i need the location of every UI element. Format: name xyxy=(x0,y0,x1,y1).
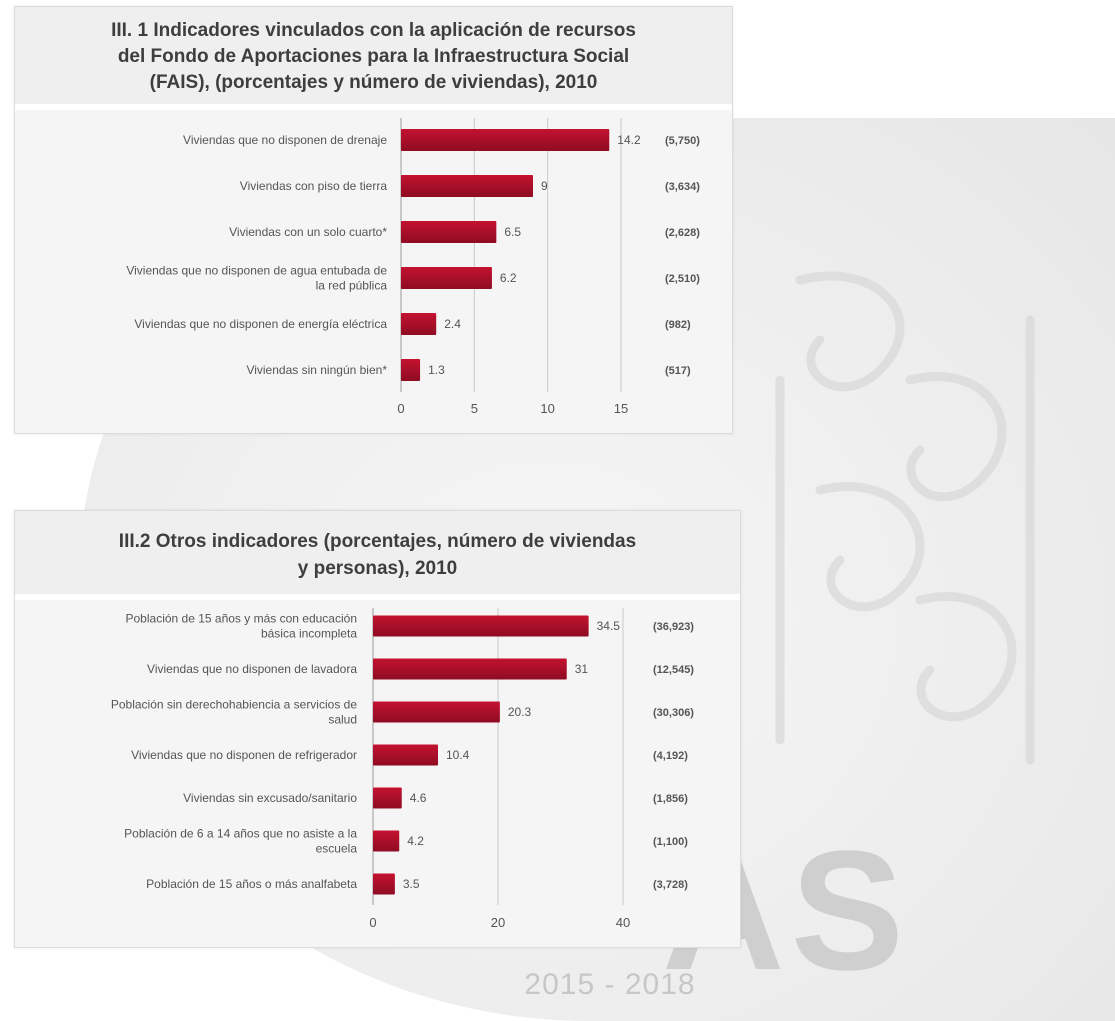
category-label-line: salud xyxy=(328,713,357,727)
chart-title-line: III.2 Otros indicadores (porcentajes, nú… xyxy=(118,531,637,552)
category-label: Población de 15 años o más analfabeta xyxy=(146,877,357,891)
bar-chart-fais: Viviendas que no disponen de drenaje 14.2… xyxy=(126,118,700,416)
x-tick-label: 20 xyxy=(491,915,505,930)
count-label: (30,306) xyxy=(653,707,694,719)
category-label-line: Población de 15 años y más con educación xyxy=(126,612,358,626)
chart-title: III. 1 Indicadores vinculados con la apl… xyxy=(15,7,732,107)
category-label-line: Viviendas que no disponen de drenaje xyxy=(183,133,387,147)
value-label: 2.4 xyxy=(444,317,461,331)
decorative-ornament xyxy=(775,271,1035,765)
category-label-line: básica incompleta xyxy=(261,627,357,641)
category-label-line: Población de 15 años o más analfabeta xyxy=(146,877,357,891)
chart-panel-fais: III. 1 Indicadores vinculados con la apl… xyxy=(14,6,733,434)
x-tick-label: 10 xyxy=(540,401,554,416)
count-label: (517) xyxy=(665,365,691,377)
category-label-line: Viviendas sin excusado/sanitario xyxy=(183,791,357,805)
x-tick-label: 0 xyxy=(369,915,376,930)
bar xyxy=(401,267,492,289)
watermark-years: 2015 - 2018 xyxy=(524,968,696,1001)
value-label: 31 xyxy=(575,662,589,676)
x-tick-label: 40 xyxy=(616,915,630,930)
value-label: 1.3 xyxy=(428,363,445,377)
count-label: (1,100) xyxy=(653,836,688,848)
value-label: 4.2 xyxy=(407,834,424,848)
category-label-line: escuela xyxy=(316,842,358,856)
count-label: (982) xyxy=(665,319,691,331)
bar xyxy=(373,787,402,809)
count-label: (4,192) xyxy=(653,750,688,762)
category-label-line: Viviendas que no disponen de refrigerado… xyxy=(131,748,357,762)
x-tick-label: 5 xyxy=(471,401,478,416)
value-label: 6.2 xyxy=(500,271,517,285)
category-label: Viviendas con piso de tierra xyxy=(240,179,388,193)
bar xyxy=(373,873,395,895)
value-label: 3.5 xyxy=(403,877,420,891)
category-label-line: Viviendas que no disponen de agua entuba… xyxy=(126,264,387,278)
bar xyxy=(373,744,438,766)
chart-title-line: y personas), 2010 xyxy=(297,558,458,579)
count-label: (2,510) xyxy=(665,273,700,285)
value-label: 4.6 xyxy=(410,791,427,805)
chart-area: Viviendas que no disponen de drenaje 14.2… xyxy=(15,110,732,433)
value-label: 9 xyxy=(541,179,548,193)
bar xyxy=(373,830,400,852)
bar xyxy=(373,615,589,637)
category-label: Población sin derechohabiencia a servici… xyxy=(111,698,357,727)
category-label: Viviendas que no disponen de lavadora xyxy=(147,662,357,676)
category-label-line: Población sin derechohabiencia a servici… xyxy=(111,698,357,712)
count-label: (1,856) xyxy=(653,793,688,805)
count-label: (5,750) xyxy=(665,135,700,147)
count-label: (2,628) xyxy=(665,227,700,239)
category-label: Viviendas que no disponen de agua entuba… xyxy=(126,264,387,293)
category-label-line: Viviendas que no disponen de lavadora xyxy=(147,662,357,676)
category-label: Viviendas sin ningún bien* xyxy=(246,363,387,377)
count-label: (12,545) xyxy=(653,664,694,676)
category-label: Población de 15 años y más con educación… xyxy=(126,612,358,641)
count-label: (3,728) xyxy=(653,879,688,891)
category-label: Población de 6 a 14 años que no asiste a… xyxy=(124,827,357,856)
bar xyxy=(401,359,421,381)
x-tick-label: 0 xyxy=(397,401,404,416)
value-label: 6.5 xyxy=(504,225,521,239)
category-label: Viviendas sin excusado/sanitario xyxy=(183,791,357,805)
value-label: 20.3 xyxy=(508,705,532,719)
chart-title: III.2 Otros indicadores (porcentajes, nú… xyxy=(15,511,740,597)
category-label-line: la red pública xyxy=(316,279,388,293)
category-label-line: Viviendas que no disponen de energía elé… xyxy=(134,317,387,331)
chart-panel-otros: III.2 Otros indicadores (porcentajes, nú… xyxy=(14,510,741,948)
category-label: Viviendas con un solo cuarto* xyxy=(229,225,387,239)
category-label-line: Viviendas con piso de tierra xyxy=(240,179,388,193)
chart-title-line: III. 1 Indicadores vinculados con la apl… xyxy=(111,20,636,41)
bar xyxy=(401,175,533,197)
bar xyxy=(401,221,497,243)
count-label: (3,634) xyxy=(665,181,700,193)
value-label: 10.4 xyxy=(446,748,470,762)
category-label: Viviendas que no disponen de energía elé… xyxy=(134,317,387,331)
category-label-line: Viviendas sin ningún bien* xyxy=(246,363,387,377)
bar xyxy=(401,129,610,151)
x-tick-label: 15 xyxy=(614,401,628,416)
count-label: (36,923) xyxy=(653,621,694,633)
chart-title-line: del Fondo de Aportaciones para la Infrae… xyxy=(117,46,630,67)
value-label: 34.5 xyxy=(597,619,621,633)
bar xyxy=(373,658,567,680)
bar-chart-otros: Población de 15 años y más con educación… xyxy=(111,608,694,930)
value-label: 14.2 xyxy=(617,133,641,147)
category-label-line: Viviendas con un solo cuarto* xyxy=(229,225,387,239)
category-label: Viviendas que no disponen de refrigerado… xyxy=(131,748,357,762)
bar xyxy=(373,701,500,723)
chart-area: Población de 15 años y más con educación… xyxy=(15,600,740,947)
chart-title-line: (FAIS), (porcentajes y número de viviend… xyxy=(149,72,598,93)
category-label: Viviendas que no disponen de drenaje xyxy=(183,133,387,147)
bar xyxy=(401,313,437,335)
category-label-line: Población de 6 a 14 años que no asiste a… xyxy=(124,827,357,841)
